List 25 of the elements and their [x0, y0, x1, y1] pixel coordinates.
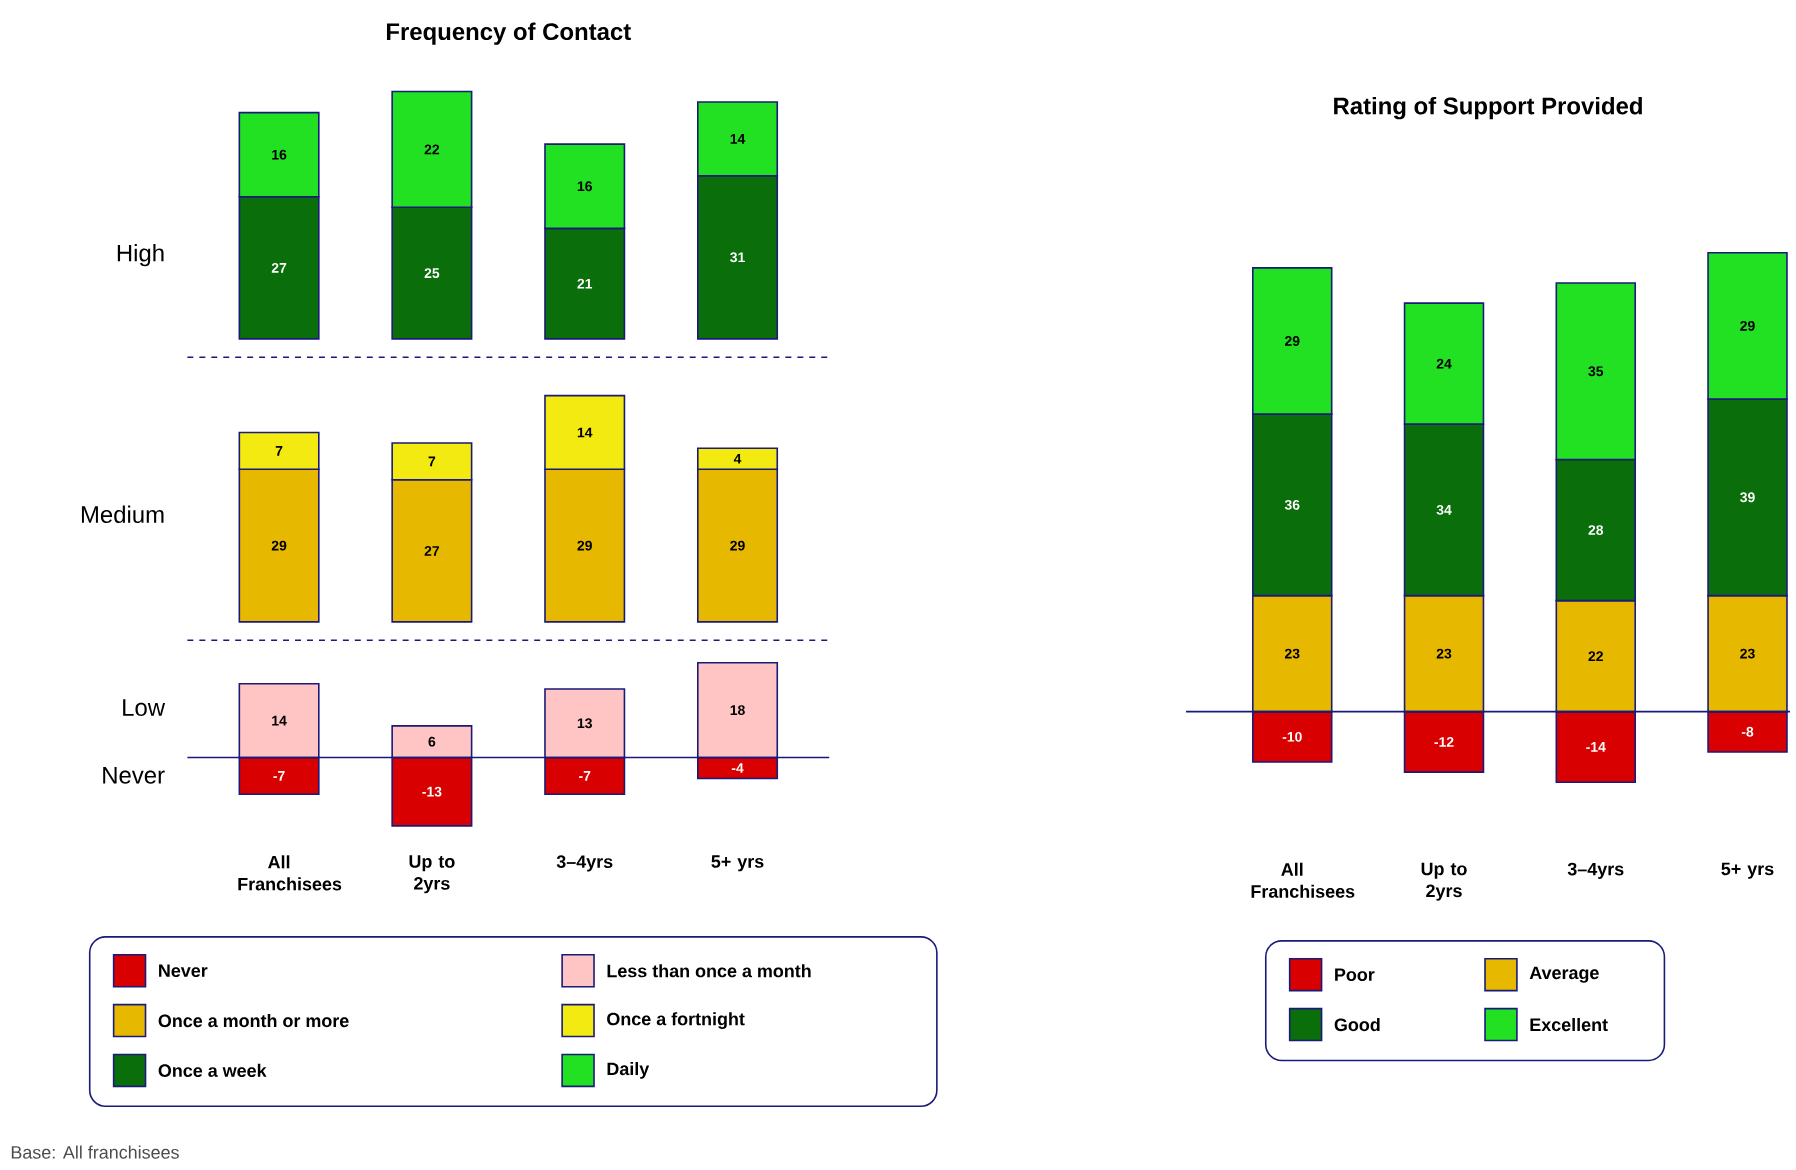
- x-tick-label: Up to 2yrs: [1421, 862, 1467, 901]
- x-tick-label: Up to 2yrs: [409, 855, 455, 894]
- legend-label: Poor: [1335, 968, 1375, 981]
- legend-label: Excellent: [1530, 1017, 1608, 1032]
- chart-title: Rating of Support Provided: [1334, 96, 1642, 120]
- legend-label: Never: [159, 964, 208, 977]
- legend-label: Average: [1529, 966, 1599, 983]
- text: Medium: [81, 505, 164, 523]
- legend-label: Once a month or more: [158, 1013, 349, 1028]
- x-tick-label: 5+ yrs: [1721, 862, 1774, 879]
- x-tick-label: All Franchisees: [1251, 862, 1355, 898]
- legend-label: Once a week: [158, 1063, 267, 1077]
- text: High: [117, 243, 164, 267]
- x-tick-label: 3–4yrs: [1567, 862, 1624, 879]
- chart-title: Frequency of Contact: [386, 22, 631, 45]
- x-tick-label: 3–4yrs: [556, 855, 613, 872]
- legend-label: Good: [1334, 1017, 1380, 1032]
- legend-label: Once a fortnight: [607, 1012, 745, 1029]
- x-tick-label: 5+ yrs: [711, 855, 764, 872]
- legend-label: Less than once a month: [607, 964, 811, 978]
- x-tick-label: All Franchisees: [238, 855, 342, 891]
- legend-label: Daily: [607, 1062, 650, 1079]
- text: Low: [123, 699, 166, 716]
- text: Base: All franchisees: [11, 1145, 179, 1159]
- text: Never: [103, 767, 165, 784]
